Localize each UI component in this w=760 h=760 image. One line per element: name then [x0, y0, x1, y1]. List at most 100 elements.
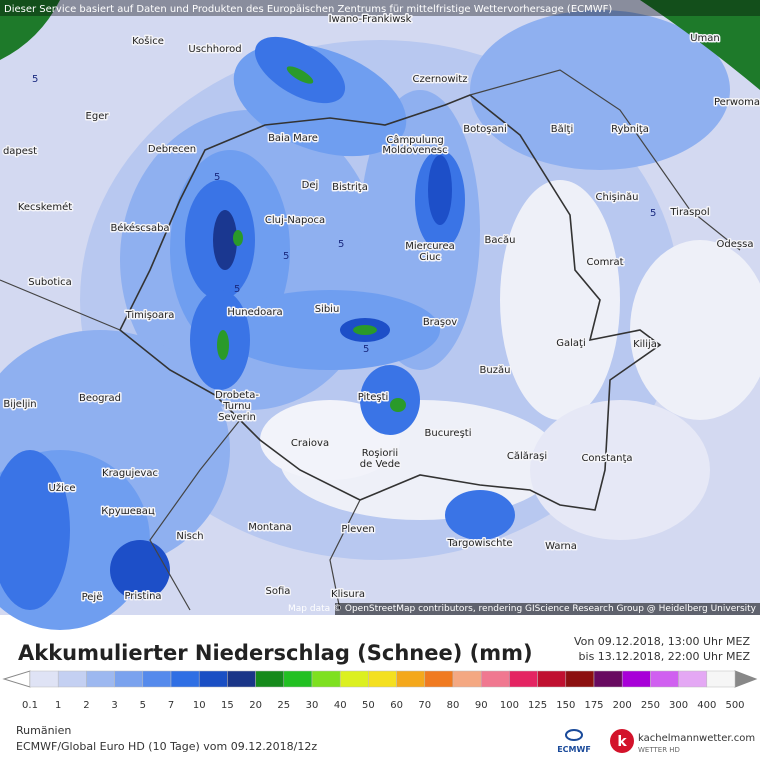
contour-label: 5	[283, 251, 289, 262]
precip-area	[640, 0, 760, 90]
city-label: Cluj-Napoca	[265, 215, 325, 226]
legend-label: 200	[613, 700, 632, 711]
legend-swatch	[170, 670, 200, 688]
contour-label: 5	[650, 208, 656, 219]
precip-area	[0, 450, 70, 610]
legend-label: 100	[500, 700, 519, 711]
city-label: Pleven	[341, 524, 374, 535]
period-from: Von 09.12.2018, 13:00 Uhr MEZ	[574, 635, 751, 648]
city-label: Baia Mare	[268, 133, 318, 144]
legend-label: 50	[362, 700, 375, 711]
city-label: Miercurea	[405, 241, 454, 252]
city-label: de Vede	[360, 459, 400, 470]
city-label: Timişoara	[125, 310, 175, 321]
city-label: Moldovenesc	[382, 145, 447, 156]
city-label: Montana	[248, 522, 292, 533]
city-label: Крушевац	[101, 506, 155, 517]
legend-label: 500	[725, 700, 744, 711]
city-label: Botoşani	[463, 124, 506, 135]
legend-label: 400	[697, 700, 716, 711]
city-label: dapest	[3, 146, 37, 157]
legend: 0.1 1 2 3 5 7 10 15 20 25 30 40 50 60 70 80 90 100 125 150 1…	[2, 670, 758, 711]
period-to: bis 13.12.2018, 22:00 Uhr MEZ	[579, 650, 751, 663]
legend-label: 3	[111, 700, 117, 711]
precip-area	[217, 330, 229, 360]
legend-label: 15	[221, 700, 234, 711]
legend-label: 70	[418, 700, 431, 711]
city-label: Uman	[690, 33, 720, 44]
city-label: Bijeljin	[3, 399, 36, 410]
legend-label: 175	[584, 700, 603, 711]
legend-label: 250	[641, 700, 660, 711]
city-label: Užice	[49, 482, 76, 494]
legend-swatch	[452, 670, 482, 688]
city-label: Targowischte	[446, 538, 512, 549]
legend-arrow-right	[734, 670, 758, 688]
legend-swatch	[424, 670, 454, 688]
legend-swatch	[480, 670, 510, 688]
precip-area	[213, 210, 237, 270]
banner-bg	[0, 0, 760, 16]
legend-swatch	[368, 670, 397, 688]
city-label: Câmpulung	[386, 134, 443, 146]
precip-area	[630, 240, 760, 420]
precip-area	[110, 540, 170, 600]
site-sub: WETTER HD	[638, 746, 680, 754]
legend-swatch	[565, 670, 595, 688]
legend-label: 10	[193, 700, 206, 711]
precip-area	[0, 0, 60, 60]
legend-label: 60	[390, 700, 403, 711]
legend-label: 2	[83, 700, 89, 711]
city-label: Braşov	[423, 317, 457, 328]
city-label: Drobeta-	[215, 390, 259, 401]
title: Akkumulierter Niederschlag (Schnee) (mm)	[18, 641, 533, 665]
attribution-bg	[335, 603, 760, 615]
city-label: Pejë	[82, 592, 103, 603]
city-label: Călăraşi	[507, 451, 547, 462]
legend-swatch	[678, 670, 708, 688]
legend-arrow-left	[2, 670, 31, 688]
legend-swatch	[29, 670, 59, 688]
contour-label: 5	[32, 74, 38, 85]
city-label: Hunedoara	[227, 307, 282, 318]
city-label: Bacău	[485, 235, 516, 246]
city-label: Nisch	[176, 531, 203, 542]
city-label: Kecskemét	[18, 201, 72, 213]
city-label: Constanţa	[581, 453, 632, 464]
city-label: Czernowitz	[413, 74, 468, 85]
legend-swatch	[537, 670, 567, 688]
legend-label: 300	[669, 700, 688, 711]
legend-swatch	[311, 670, 341, 688]
legend-label: 1	[55, 700, 61, 711]
city-label: Bucureşti	[425, 428, 472, 439]
precip-area	[233, 230, 243, 246]
legend-label: 30	[306, 700, 319, 711]
legend-label: 40	[334, 700, 347, 711]
city-label: Roşiorii	[362, 448, 398, 459]
precip-area	[360, 365, 420, 435]
city-label: Odessa	[717, 239, 754, 250]
city-label: Galaţi	[556, 338, 585, 349]
map: Košice Uschhorod Iwano-Frankiwsk Uman Czerno…	[0, 0, 760, 630]
city-label: Turnu	[222, 401, 251, 412]
legend-swatch	[396, 670, 426, 688]
precip-area	[428, 155, 452, 225]
city-label: Klisura	[331, 589, 365, 600]
legend-label: 0.1	[22, 700, 38, 711]
city-label: Bistriţa	[332, 182, 368, 193]
legend-label: 20	[249, 700, 262, 711]
city-label: Bălţi	[551, 124, 573, 135]
city-label: Piteşti	[358, 392, 389, 403]
legend-swatch	[339, 670, 369, 688]
legend-swatch	[114, 670, 144, 688]
country-border	[0, 69, 741, 611]
precip-area	[390, 398, 406, 412]
legend-label: 7	[168, 700, 174, 711]
legend-swatch	[57, 670, 87, 688]
banner: Dieser Service basiert auf Daten und Pro…	[4, 4, 612, 15]
city-label: Rybniţa	[611, 124, 649, 135]
city-label: Craiova	[291, 438, 329, 449]
city-label: Chişinău	[596, 192, 639, 203]
city-label: Subotica	[28, 277, 71, 288]
